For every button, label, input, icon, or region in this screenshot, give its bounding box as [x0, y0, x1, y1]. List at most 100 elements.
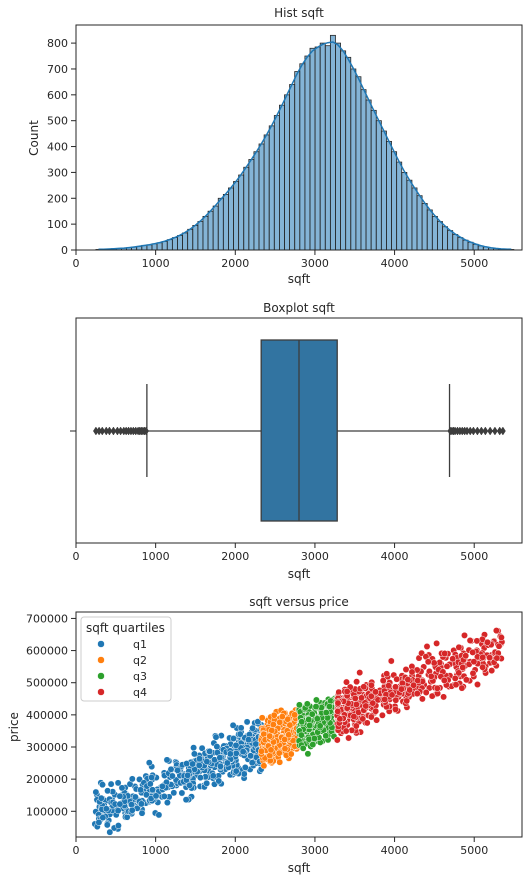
- scatter-point-q1: [107, 780, 115, 788]
- scatter-point-q4: [451, 674, 459, 682]
- scatter-point-q4: [449, 655, 457, 663]
- scatter-point-q4: [479, 653, 487, 661]
- scatter-point-q4: [440, 676, 448, 684]
- hist-bar: [401, 172, 408, 251]
- y-tick-label: 200000: [26, 773, 68, 786]
- scatter-point-q3: [295, 701, 303, 709]
- hist-bar: [171, 237, 178, 251]
- hist-bar: [263, 134, 270, 251]
- x-tick-label: 3000: [301, 257, 329, 270]
- scatter-point-q2: [276, 758, 284, 766]
- hist-bar: [294, 71, 301, 251]
- scatter-point-q1: [92, 788, 100, 796]
- y-tick-label: 600000: [26, 645, 68, 658]
- scatter-point-q3: [303, 700, 311, 708]
- scatter-point-q1: [146, 780, 154, 788]
- box-outlier: [478, 426, 485, 436]
- hist-bar: [248, 159, 255, 251]
- hist-bar: [447, 230, 454, 251]
- hist-bar: [268, 125, 275, 251]
- scatter-point-q4: [333, 736, 341, 744]
- hist-bar: [360, 89, 367, 251]
- scatter-point-q3: [306, 721, 314, 729]
- scatter-x-ticks: 0 1000 2000 3000 4000 5000: [73, 837, 488, 857]
- scatter-point-q1: [216, 754, 224, 762]
- x-tick-label: 0: [73, 257, 80, 270]
- scatter-point-q4: [462, 676, 470, 684]
- box-x-ticks: 0 1000 2000 3000 4000 5000: [73, 543, 488, 563]
- scatter-point-q4: [484, 638, 491, 646]
- scatter-point-q1: [196, 774, 204, 782]
- legend-marker-q2: [97, 656, 105, 664]
- boxplot-elements: [93, 339, 506, 522]
- y-tick-label: 100: [47, 218, 68, 231]
- hist-bar: [324, 45, 331, 251]
- scatter-point-q2: [285, 731, 293, 739]
- scatter-point-q1: [104, 787, 112, 795]
- scatter-point-q4: [393, 675, 401, 683]
- x-tick-label: 4000: [381, 550, 409, 563]
- hist-bar: [243, 166, 250, 251]
- scatter-point-q3: [312, 703, 320, 711]
- scatter-point-q4: [479, 663, 487, 671]
- scatter-point-q1: [138, 809, 146, 817]
- scatter-point-q4: [402, 666, 410, 673]
- hist-bar: [375, 120, 382, 251]
- scatter-point-q1: [155, 811, 163, 819]
- scatter-point-q1: [212, 733, 220, 741]
- hist-bar: [202, 215, 209, 251]
- scatter-point-q1: [174, 766, 182, 774]
- scatter-point-q4: [418, 695, 426, 703]
- scatter-point-q4: [385, 682, 393, 690]
- scatter-point-q1: [116, 792, 124, 800]
- hist-bar: [431, 215, 438, 251]
- hist-bar: [258, 143, 265, 251]
- scatter-point-q4: [362, 702, 370, 710]
- scatter-point-q1: [128, 806, 136, 814]
- scatter-point-q4: [474, 681, 481, 688]
- hist-bars: [95, 34, 515, 251]
- scatter-point-q4: [486, 654, 494, 662]
- scatter-point-q1: [102, 805, 110, 813]
- box-outlier: [470, 426, 477, 436]
- scatter-point-q3: [322, 732, 330, 740]
- scatter-point-q4: [348, 726, 356, 734]
- scatter-point-q4: [398, 685, 405, 693]
- scatter-point-q4: [334, 707, 342, 715]
- hist-bar: [380, 130, 387, 251]
- x-tick-label: 2000: [221, 550, 249, 563]
- scatter-point-q4: [422, 689, 430, 696]
- scatter-point-q4: [495, 642, 503, 650]
- scatter-point-q2: [266, 732, 274, 740]
- box-title: Boxplot sqft: [263, 301, 335, 315]
- hist-bar: [365, 99, 372, 251]
- scatter-point-q4: [441, 650, 449, 657]
- scatter-point-q4: [378, 711, 386, 719]
- hist-bar: [370, 109, 377, 251]
- scatter-point-q4: [383, 670, 391, 678]
- scatter-point-q1: [183, 760, 191, 768]
- scatter-point-q2: [278, 713, 286, 721]
- box-outlier: [110, 426, 117, 436]
- hist-bar: [340, 50, 347, 251]
- y-tick-label: 400: [47, 141, 68, 154]
- scatter-point-q1: [240, 770, 248, 778]
- box-outlier: [499, 426, 506, 436]
- legend-label-q2: q2: [133, 654, 147, 667]
- scatter-title: sqft versus price: [249, 595, 349, 609]
- x-tick-label: 4000: [381, 257, 409, 270]
- y-tick-label: 500000: [26, 677, 68, 690]
- scatter-point-q1: [131, 793, 139, 801]
- scatter-point-q4: [367, 692, 375, 700]
- scatter-point-q3: [310, 735, 318, 742]
- box-outlier: [474, 426, 481, 436]
- scatter-point-q3: [313, 715, 321, 723]
- box-outlier: [106, 426, 113, 436]
- hist-bar: [279, 104, 285, 251]
- scatter-point-q4: [381, 695, 389, 703]
- scatter-points: [91, 627, 506, 836]
- scatter-point-q4: [342, 727, 350, 735]
- scatter-point-q4: [392, 696, 400, 704]
- hist-x-ticks: 0 1000 2000 3000 4000 5000: [73, 250, 488, 270]
- legend-frame: [80, 616, 172, 702]
